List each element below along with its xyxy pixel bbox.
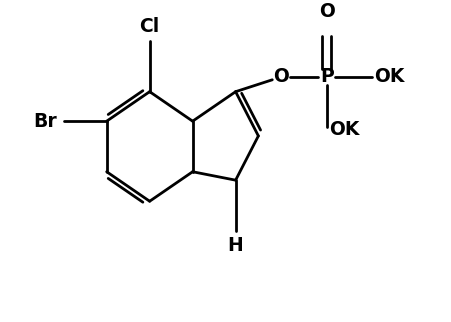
- Text: OK: OK: [374, 67, 405, 86]
- Text: Br: Br: [34, 112, 57, 131]
- Text: O: O: [319, 2, 335, 21]
- Text: P: P: [320, 67, 333, 86]
- Text: H: H: [228, 236, 244, 255]
- Text: Cl: Cl: [139, 17, 160, 36]
- Text: OK: OK: [329, 120, 359, 139]
- Text: O: O: [273, 67, 289, 86]
